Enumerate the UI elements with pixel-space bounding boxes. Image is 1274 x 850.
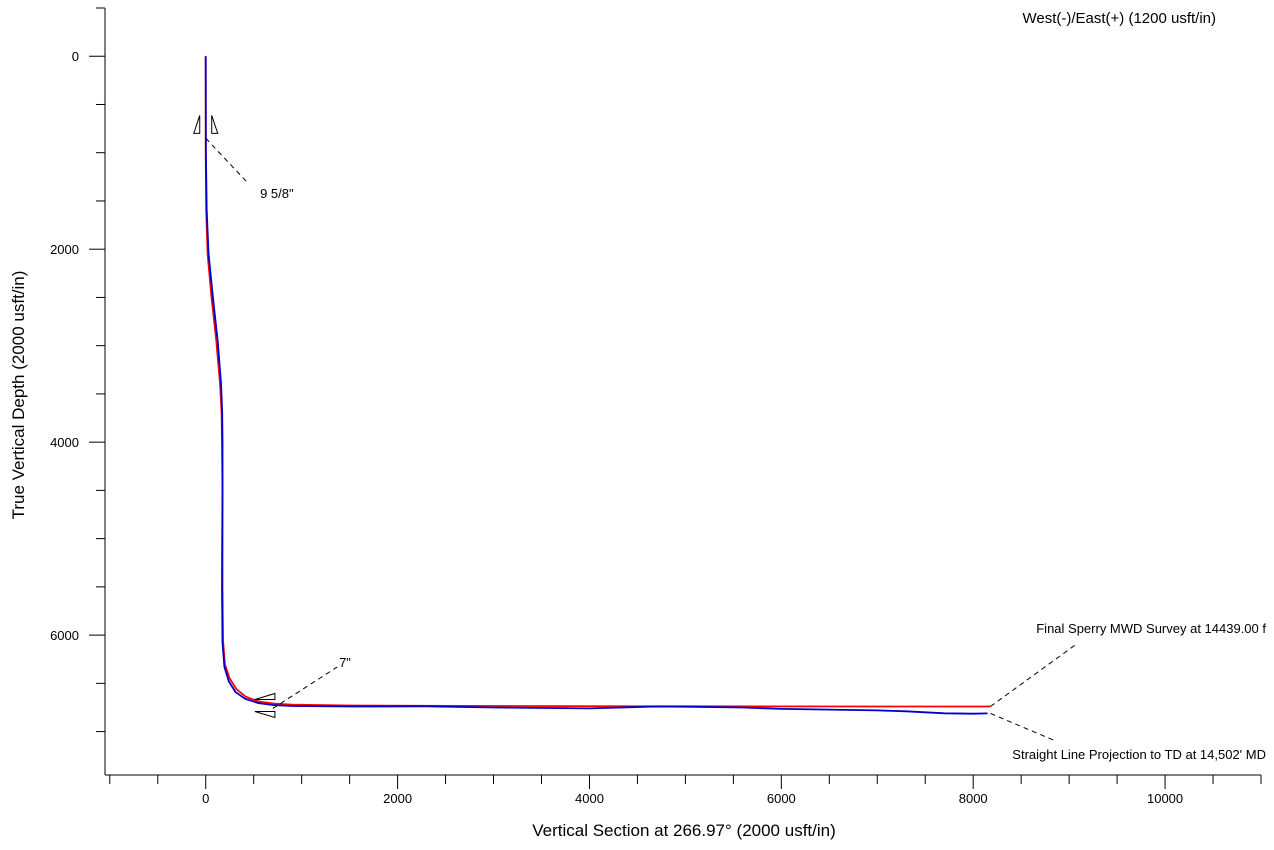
corner-scale-label: West(-)/East(+) (1200 usft/in): [1022, 10, 1216, 27]
annotation-leader-line: [990, 712, 1056, 742]
x-axis-ticks: 0 2000 4000 6000 8000 10000: [109, 775, 1262, 806]
plan-line: [204, 56, 991, 708]
annotation-label: Final Sperry MWD Survey at 14439.00 f: [1036, 621, 1266, 636]
y-tick-label: 2000: [50, 242, 79, 257]
series-layer: [204, 56, 991, 715]
x-axis-title: Vertical Section at 266.97° (2000 usft/i…: [532, 821, 836, 840]
annotation-label: 9 5/8": [260, 186, 294, 201]
x-tick-label: 2000: [383, 791, 412, 806]
annotation-leader-line: [990, 644, 1076, 707]
casing-marker-layer: [193, 115, 276, 719]
y-tick-label: 0: [72, 49, 79, 64]
y-tick-label: 6000: [50, 628, 79, 643]
actual-survey-line: [204, 56, 988, 715]
casing-shoe-marker: [254, 692, 276, 719]
x-tick-label: 8000: [959, 791, 988, 806]
plot-axes: [104, 8, 1261, 776]
annotation-layer: 9 5/8" 7" Final Sperry MWD Survey at 14439…: [205, 137, 1266, 762]
annotation-leader-line: [272, 666, 338, 709]
x-tick-label: 0: [202, 791, 209, 806]
y-axis-title: True Vertical Depth (2000 usft/in): [9, 271, 28, 520]
y-tick-label: 4000: [50, 435, 79, 450]
casing-shoe-marker: [193, 115, 219, 134]
y-axis-ticks: 0 2000 4000 6000: [50, 7, 105, 733]
annotation-label: Straight Line Projection to TD at 14,502…: [1012, 747, 1266, 762]
x-tick-label: 4000: [575, 791, 604, 806]
annotation-label: 7": [339, 655, 351, 670]
x-tick-label: 6000: [767, 791, 796, 806]
annotation-leader-line: [205, 137, 249, 184]
x-tick-label: 10000: [1147, 791, 1183, 806]
